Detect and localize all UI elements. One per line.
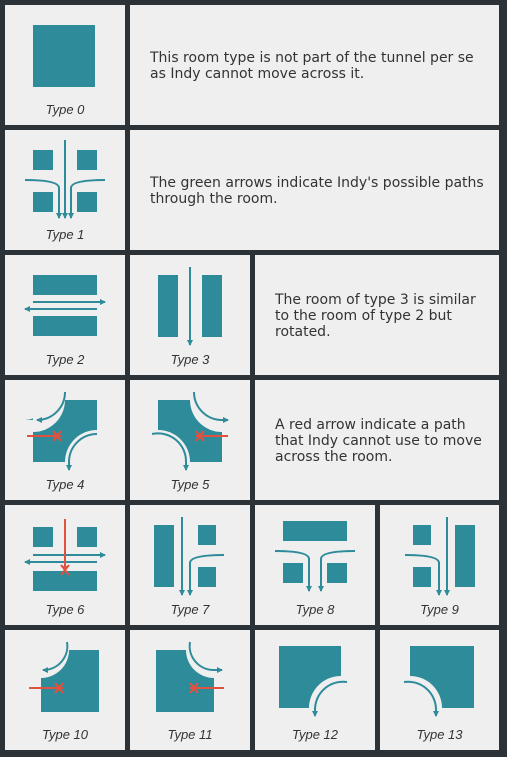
tile-type-8: Type 8 <box>255 505 375 625</box>
tile-label: Type 12 <box>291 727 338 742</box>
tile-label: Type 13 <box>416 727 463 742</box>
tile-label: Type 7 <box>170 602 210 617</box>
tile-label: Type 4 <box>45 477 85 492</box>
type-4-diagram <box>25 391 98 471</box>
type-8-diagram <box>274 521 356 592</box>
tile-label: Type 3 <box>170 352 210 367</box>
tile-type-10: Type 10 <box>5 630 125 750</box>
type-10-diagram <box>29 641 99 712</box>
type-12-diagram <box>279 646 348 717</box>
tile-type-2: Type 2 <box>5 255 125 375</box>
description-text: This room type is not part of the tunnel… <box>150 50 474 82</box>
tile-label: Type 6 <box>45 602 85 617</box>
description-text: The green arrows indicate Indy's possibl… <box>150 175 484 207</box>
tile-label: Type 2 <box>45 352 85 367</box>
tile-label: Type 8 <box>295 602 335 617</box>
tile-label: Type 10 <box>41 727 88 742</box>
tile-type-9: Type 9 <box>380 505 499 625</box>
type-6-diagram <box>24 519 106 591</box>
tile-type-5: Type 5 <box>130 380 250 500</box>
tile-type-13: Type 13 <box>380 630 499 750</box>
tile-type-12: Type 12 <box>255 630 375 750</box>
description-text: A red arrow indicate a path that Indy ca… <box>275 417 482 465</box>
type-9-diagram <box>404 517 475 596</box>
tile-type-3: Type 3 <box>130 255 250 375</box>
type-1-diagram <box>24 140 106 219</box>
tile-type-1: Type 1 <box>5 130 125 250</box>
tile-label: Type 1 <box>45 227 85 242</box>
description-panel-type-1: The green arrows indicate Indy's possibl… <box>130 130 499 250</box>
tile-label: Type 0 <box>45 102 85 117</box>
tile-type-7: Type 7 <box>130 505 250 625</box>
description-panel-type-3: The room of type 3 is similar to the roo… <box>255 255 499 375</box>
tile-type-6: Type 6 <box>5 505 125 625</box>
type-7-diagram <box>154 517 225 596</box>
tile-type-11: Type 11 <box>130 630 250 750</box>
type-2-diagram <box>24 275 106 336</box>
tile-type-0: Type 0 <box>5 5 125 125</box>
tile-label: Type 9 <box>420 602 459 617</box>
type-11-diagram <box>156 641 224 712</box>
description-panel-red-arrow: A red arrow indicate a path that Indy ca… <box>255 380 499 500</box>
type-5-diagram <box>151 391 229 471</box>
tile-type-4: Type 4 <box>5 380 125 500</box>
type-13-diagram <box>403 646 474 717</box>
tile-label: Type 11 <box>167 727 213 742</box>
tile-label: Type 5 <box>170 477 210 492</box>
description-text: The room of type 3 is similar to the roo… <box>275 292 476 340</box>
type-0-diagram <box>33 25 95 87</box>
description-panel-type-0: This room type is not part of the tunnel… <box>130 5 499 125</box>
type-3-diagram <box>158 267 222 346</box>
